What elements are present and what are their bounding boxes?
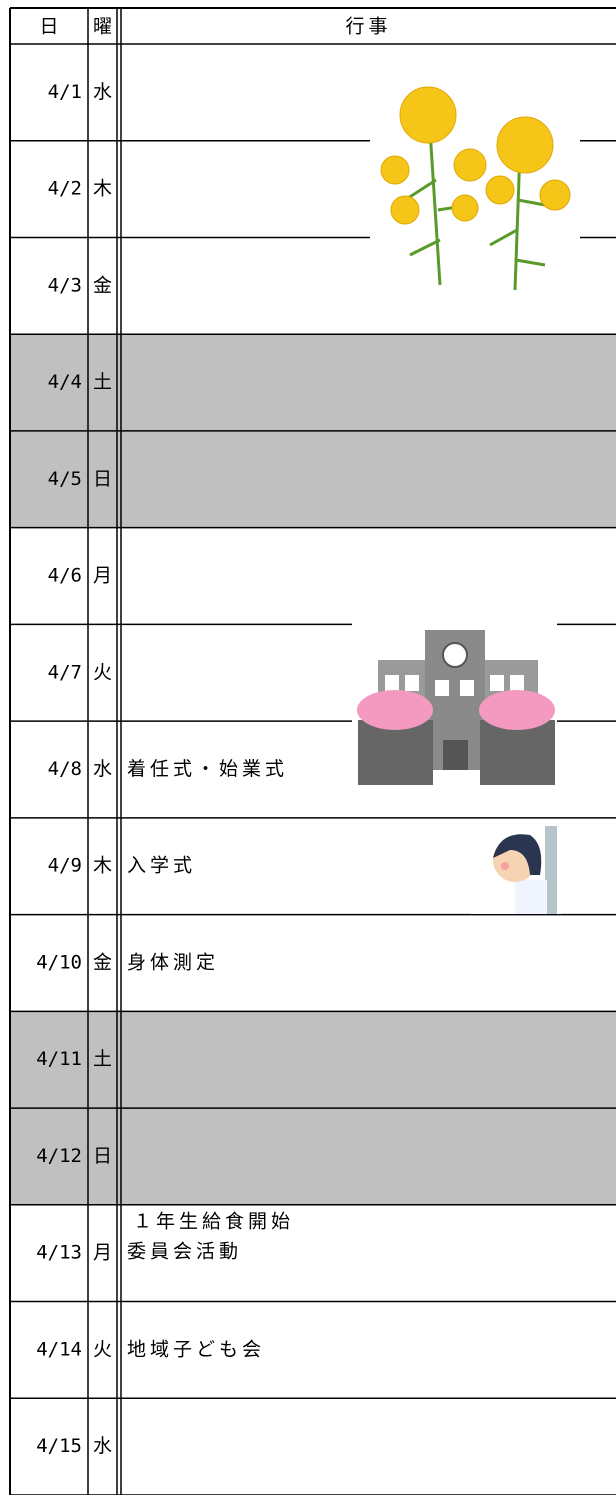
event: 身体測定 <box>127 951 219 973</box>
weekday: 水 <box>93 1435 112 1457</box>
weekday: 火 <box>93 661 112 683</box>
date: 4/15 <box>36 1435 82 1457</box>
date: 4/7 <box>48 661 82 683</box>
weekday: 月 <box>93 565 112 587</box>
school-illustration <box>352 593 557 788</box>
weekday: 土 <box>93 1048 112 1070</box>
rapeseed-illustration <box>370 82 580 294</box>
weekday: 金 <box>93 274 112 296</box>
header-date: 日 <box>39 16 58 38</box>
date: 4/4 <box>48 371 82 393</box>
header-day: 曜 <box>93 16 112 38</box>
date: 4/13 <box>36 1242 82 1264</box>
event: １年生給食開始 <box>133 1210 294 1232</box>
date: 4/8 <box>48 758 82 780</box>
weekend-shade <box>10 334 616 431</box>
date: 4/11 <box>36 1048 82 1070</box>
weekend-shade <box>10 430 616 528</box>
event: 地域子ども会 <box>127 1338 265 1360</box>
weekday: 木 <box>93 178 112 200</box>
event: 委員会活動 <box>127 1240 242 1262</box>
weekday: 日 <box>93 468 112 490</box>
date: 4/5 <box>48 468 82 490</box>
row-layer: 日曜行事4/1 水4/2 木4/3 金4/4 土4/5 日4/6 月4/7 火4/8 水着任式・… <box>10 16 616 1457</box>
date: 4/1 <box>48 81 82 103</box>
date: 4/9 <box>48 855 82 877</box>
weekday: 水 <box>93 758 112 780</box>
date: 4/12 <box>36 1145 82 1167</box>
date: 4/2 <box>48 178 82 200</box>
event: 着任式・始業式 <box>127 758 288 780</box>
weekday: 金 <box>93 951 112 973</box>
weekday: 日 <box>93 1145 112 1167</box>
weekday: 土 <box>93 371 112 393</box>
weekend-shade <box>10 1011 616 1109</box>
weekend-shade <box>10 1108 616 1205</box>
weekday: 木 <box>93 855 112 877</box>
header-event: 行事 <box>345 16 391 38</box>
weekday: 月 <box>93 1242 112 1264</box>
student-illustration <box>470 826 562 914</box>
date: 4/14 <box>36 1338 82 1360</box>
grid-layer <box>9 7 616 1495</box>
weekday: 火 <box>93 1338 112 1360</box>
date: 4/10 <box>36 951 82 973</box>
weekday: 水 <box>93 81 112 103</box>
event: 入学式 <box>127 855 196 877</box>
date: 4/6 <box>48 565 82 587</box>
date: 4/3 <box>48 274 82 296</box>
